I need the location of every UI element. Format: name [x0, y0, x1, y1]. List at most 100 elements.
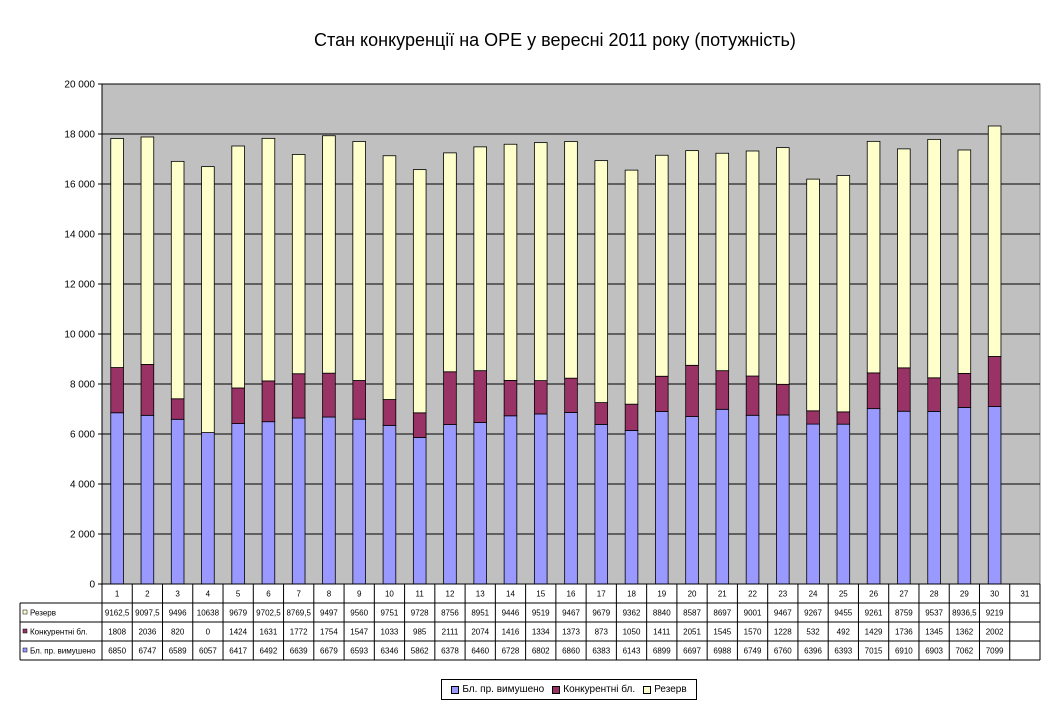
legend-key-swatch: [22, 628, 28, 634]
y-tick-label: 8 000: [70, 380, 95, 391]
table-value: 1033: [381, 628, 399, 637]
table-value: 9702,5: [256, 609, 281, 618]
bar-segment: [776, 383, 790, 416]
bar-segment: [322, 416, 336, 585]
table-value: 1545: [713, 628, 731, 637]
bar-segment: [957, 372, 972, 408]
bar-segment: [927, 411, 941, 585]
table-value: 6749: [744, 647, 762, 656]
table-value: 1334: [532, 628, 550, 637]
category-label: 23: [778, 590, 787, 599]
table-value: 8759: [895, 609, 913, 618]
table-value: 9728: [411, 609, 429, 618]
bar-segment: [987, 406, 1002, 585]
table-value: 8697: [713, 609, 731, 618]
bar-segment: [140, 364, 155, 416]
table-value: 7062: [955, 647, 973, 656]
category-label: 9: [357, 590, 362, 599]
category-label: 29: [960, 590, 969, 599]
bar-segment: [836, 175, 851, 413]
table-value: 9560: [350, 609, 368, 618]
bar-segment: [594, 402, 609, 425]
table-value: 8951: [471, 609, 489, 618]
table-value: 9519: [532, 609, 550, 618]
category-label: 27: [899, 590, 908, 599]
category-label: 3: [175, 590, 180, 599]
table-value: 1416: [502, 628, 520, 637]
y-tick-label: 0: [89, 580, 95, 591]
table-value: 985: [413, 628, 427, 637]
category-label: 4: [206, 590, 211, 599]
table-value: 2051: [683, 628, 701, 637]
bar-segment: [806, 423, 820, 585]
bar-segment: [685, 416, 699, 585]
table-value: 9467: [562, 609, 580, 618]
legend: Бл. пр. вимушено Конкурентні бл. Резерв: [441, 679, 697, 700]
bar-segment: [261, 421, 276, 585]
bar-segment: [897, 410, 911, 585]
category-label: 22: [748, 590, 757, 599]
table-value: 6697: [683, 647, 701, 656]
category-label: 18: [627, 590, 636, 599]
bar-segment: [110, 367, 124, 414]
category-label: 25: [839, 590, 848, 599]
bar-segment: [261, 380, 276, 423]
table-value: 1754: [320, 628, 338, 637]
bar-segment: [533, 413, 548, 585]
table-value: 1429: [865, 628, 883, 637]
legend-item: Резерв: [643, 684, 687, 695]
table-row-label: Резерв: [30, 609, 56, 618]
table-value: 1772: [290, 628, 308, 637]
table-value: 1345: [925, 628, 943, 637]
bar-segment: [291, 154, 306, 375]
table-value: 6903: [925, 647, 943, 656]
bar-segment: [443, 371, 457, 425]
table-value: 2074: [471, 628, 489, 637]
y-tick-label: 20 000: [64, 80, 95, 91]
category-label: 17: [597, 590, 606, 599]
legend-label: Бл. пр. вимушено: [462, 684, 545, 695]
bar-segment: [110, 412, 124, 585]
bar-segment: [352, 418, 366, 585]
bar-segment: [987, 125, 1002, 357]
bar-segment: [443, 424, 457, 585]
bar-segment: [201, 166, 215, 433]
bar-segment: [927, 377, 941, 412]
legend-label: Резерв: [654, 684, 687, 695]
table-value: 492: [837, 628, 851, 637]
bar-segment: [745, 375, 760, 416]
bar-segment: [564, 377, 578, 413]
bar-segment: [624, 403, 639, 431]
bar-segment: [745, 414, 760, 585]
bar-segment: [503, 143, 518, 381]
table-value: 1808: [108, 628, 126, 637]
bar-segment: [866, 140, 881, 374]
bar-segment: [322, 372, 336, 418]
y-tick-label: 10 000: [64, 330, 95, 341]
legend-label: Конкурентні бл.: [563, 684, 636, 695]
bar-segment: [503, 415, 518, 585]
category-label: 21: [718, 590, 727, 599]
table-value: 9679: [592, 609, 610, 618]
category-label: 24: [809, 590, 818, 599]
table-value: 6460: [471, 647, 489, 656]
category-label: 19: [657, 590, 666, 599]
table-value: 1570: [744, 628, 762, 637]
table-value: 9219: [986, 609, 1004, 618]
bar-segment: [412, 412, 427, 438]
category-label: 15: [536, 590, 545, 599]
bar-segment: [170, 398, 185, 420]
legend-swatch: [451, 685, 460, 694]
table-value: 1547: [350, 628, 368, 637]
category-label: 26: [869, 590, 878, 599]
bar-segment: [231, 145, 245, 389]
bar-segment: [715, 370, 730, 410]
category-label: 11: [416, 590, 425, 599]
category-label: 10: [385, 590, 394, 599]
bar-segment: [897, 148, 911, 369]
table-value: 6899: [653, 647, 671, 656]
table-row-label: Конкурентні бл.: [30, 628, 88, 637]
category-label: 2: [145, 590, 150, 599]
table-value: 2036: [138, 628, 156, 637]
table-value: 1228: [774, 628, 792, 637]
